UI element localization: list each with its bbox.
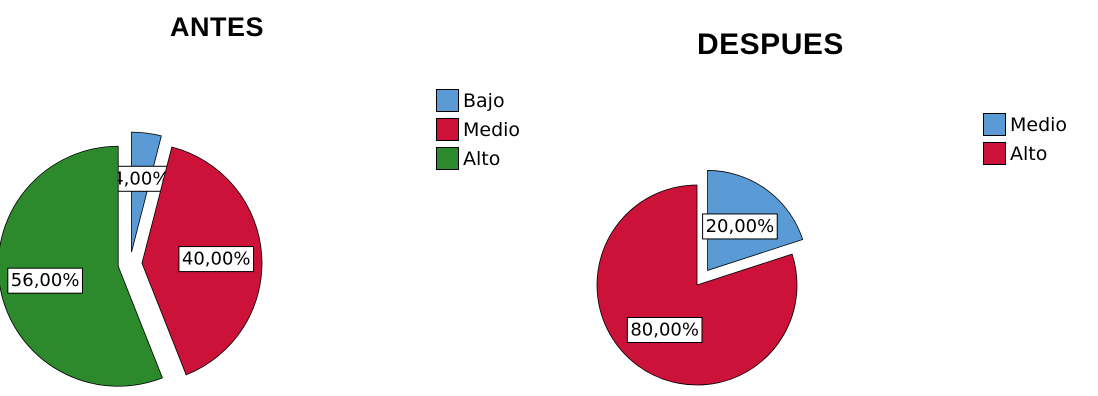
legend-swatch-alto: [983, 142, 1006, 165]
pie-label-text: 4,00%: [112, 168, 169, 189]
pie-label-text: 56,00%: [11, 270, 80, 291]
pie-label-medio: 20,00%: [702, 213, 778, 240]
pie-slice-bajo: [131, 131, 162, 253]
legend-item-medio: Medio: [436, 115, 520, 144]
legend-despues: Medio Alto: [983, 110, 1067, 168]
legend-swatch-alto: [436, 147, 459, 170]
legend-label-bajo: Bajo: [463, 89, 505, 112]
pie-label-bajo: 4,00%: [108, 165, 173, 192]
legend-swatch-medio: [436, 118, 459, 141]
pie-label-text: 40,00%: [182, 249, 251, 270]
chart-title-despues: DESPUES: [697, 28, 844, 61]
pie-label-box: [702, 213, 778, 240]
legend-label-alto: Alto: [463, 147, 501, 170]
pie-label-alto: 80,00%: [626, 316, 703, 343]
pie-label-box: [626, 316, 703, 343]
pie-label-medio: 40,00%: [178, 246, 255, 273]
legend-label-medio: Medio: [463, 118, 521, 141]
legend-item-alto: Alto: [436, 144, 520, 173]
legend-swatch-bajo: [436, 89, 459, 112]
legend-label-alto: Alto: [1010, 142, 1048, 165]
legend-item-bajo: Bajo: [436, 86, 520, 115]
pie-label-box: [7, 267, 83, 294]
pie-label-text: 20,00%: [706, 216, 775, 237]
pie-label-alto: 56,00%: [7, 267, 83, 294]
chart-title-antes: ANTES: [170, 12, 265, 42]
pie-label-text: 80,00%: [630, 319, 699, 340]
legend-label-medio: Medio: [1010, 113, 1068, 136]
legend-item-medio: Medio: [983, 110, 1067, 139]
legend-swatch-medio: [983, 113, 1006, 136]
pie-slice-alto: [0, 145, 163, 387]
pie-label-box: [178, 246, 255, 273]
legend-antes: Bajo Medio Alto: [436, 86, 520, 173]
legend-item-alto: Alto: [983, 139, 1067, 168]
